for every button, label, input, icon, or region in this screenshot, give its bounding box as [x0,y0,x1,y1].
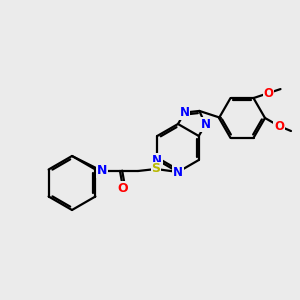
Text: N: N [200,118,210,131]
Text: O: O [118,182,128,194]
Text: O: O [263,87,274,100]
Text: N: N [97,164,107,178]
Text: N: N [173,166,183,178]
Text: N: N [180,106,190,119]
Text: O: O [274,119,284,133]
Text: S: S [152,163,160,176]
Text: N: N [152,154,162,166]
